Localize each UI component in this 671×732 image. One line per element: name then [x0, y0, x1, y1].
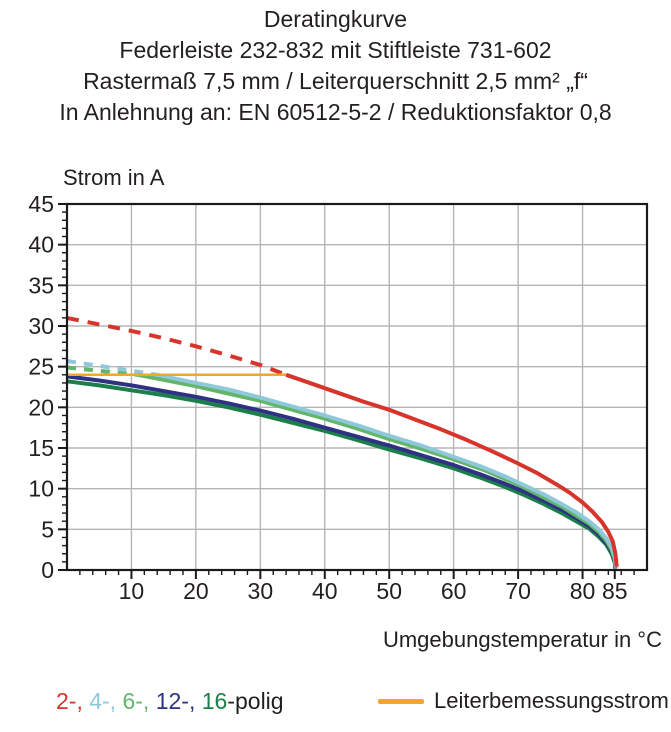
series-16-polig	[66, 379, 618, 569]
svg-text:80: 80	[570, 578, 596, 604]
plot-border	[65, 202, 649, 572]
svg-text:20: 20	[183, 578, 209, 604]
y-axis-title: Strom in A	[63, 165, 165, 190]
series-6-polig	[66, 365, 618, 568]
x-axis-title: Umgebungstemperatur in °C	[382, 627, 662, 652]
svg-text:70: 70	[505, 578, 531, 604]
title-line-1: Deratingkurve	[263, 6, 408, 32]
y-tick-labels: 0 5 10 15 20 25 30 35 40 45	[28, 191, 54, 583]
svg-text:45: 45	[28, 191, 54, 217]
rated-current-legend: Leiterbemessungsstrom	[378, 688, 669, 714]
legend-pole-label: 4-,	[89, 688, 123, 714]
legend-pole-label: 16	[201, 688, 228, 714]
legend-poles: 2-, 4-, 6-, 12-, 16-polig	[56, 688, 284, 715]
svg-text:10: 10	[28, 476, 54, 502]
x-tick-labels: 10 20 30 40 50 60 70 80 85	[119, 578, 628, 604]
legend-pole-label: 6-,	[122, 688, 156, 714]
svg-text:10: 10	[119, 578, 145, 604]
rated-current-label: Leiterbemessungsstrom	[434, 688, 669, 713]
title-line-2: Federleiste 232-832 mit Stiftleiste 731-…	[119, 37, 552, 63]
svg-text:20: 20	[28, 394, 54, 420]
rated-current-swatch	[378, 698, 424, 704]
legend-pole-label: 12-,	[155, 688, 202, 714]
grid-lines	[67, 204, 647, 570]
legend-pole-label: 2-,	[56, 688, 90, 714]
title-line-3: Rastermaß 7,5 mm / Leiterquerschnitt 2,5…	[83, 68, 588, 94]
svg-text:0: 0	[41, 557, 54, 583]
series-2-polig	[66, 315, 619, 567]
svg-text:30: 30	[248, 578, 274, 604]
svg-text:30: 30	[28, 313, 54, 339]
title-block: Deratingkurve Federleiste 232-832 mit St…	[0, 4, 671, 128]
svg-text:25: 25	[28, 354, 54, 380]
svg-text:15: 15	[28, 435, 54, 461]
title-line-4: In Anlehnung an: EN 60512-5-2 / Reduktio…	[59, 99, 612, 125]
svg-text:40: 40	[28, 232, 54, 258]
svg-text:5: 5	[41, 516, 54, 542]
svg-text:85: 85	[602, 578, 628, 604]
legend-poles-suffix: -polig	[227, 688, 284, 714]
svg-text:60: 60	[441, 578, 467, 604]
svg-text:35: 35	[28, 272, 54, 298]
svg-text:50: 50	[376, 578, 402, 604]
svg-text:40: 40	[312, 578, 338, 604]
series-4-polig	[66, 359, 619, 568]
